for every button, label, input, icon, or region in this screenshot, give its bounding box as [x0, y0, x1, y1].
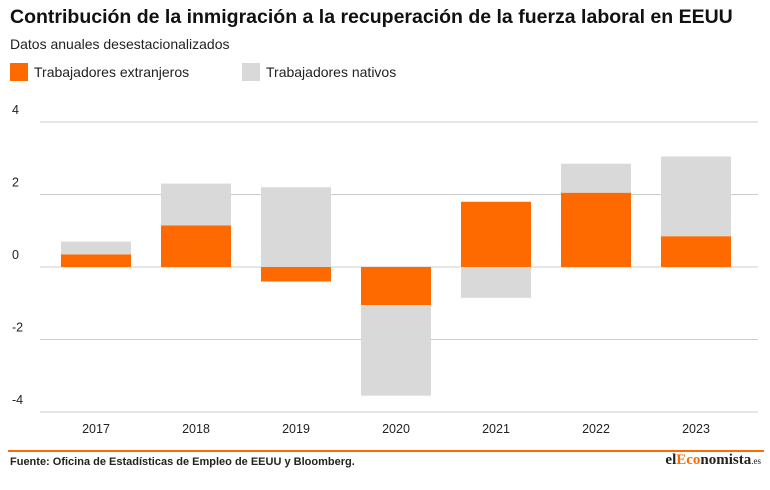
legend-swatch-foreign: [10, 63, 28, 81]
stacked-bar-chart: 4 2 0 -2 -4 2017 2018 2019 2020 2021 2022 2023: [12, 103, 758, 436]
bar-foreign-2022: [561, 192, 631, 267]
footer-divider: [8, 450, 764, 452]
x-tick-label: 2017: [82, 422, 110, 436]
bar-native-2017: [61, 241, 131, 255]
bar-foreign-2020: [361, 267, 431, 306]
bar-native-2020: [361, 305, 431, 396]
bar-foreign-2017: [61, 254, 131, 267]
bar-foreign-2019: [261, 267, 331, 282]
legend-label-foreign: Trabajadores extranjeros: [34, 64, 190, 80]
chart-subtitle: Datos anuales desestacionalizados: [10, 36, 230, 52]
source-note: Fuente: Oficina de Estadísticas de Emple…: [10, 456, 355, 468]
y-tick-label: -2: [12, 321, 23, 335]
x-tick-label: 2020: [382, 422, 410, 436]
legend-item-native: Trabajadores nativos: [242, 63, 396, 81]
y-tick-label: 4: [12, 103, 19, 117]
legend-item-foreign: Trabajadores extranjeros: [10, 63, 189, 81]
legend-swatch-native: [242, 63, 260, 81]
chart-title: Contribución de la inmigración a la recu…: [10, 6, 733, 28]
x-tick-label: 2022: [582, 422, 610, 436]
bar-native-2019: [261, 187, 331, 267]
bars: [61, 156, 731, 396]
y-axis-ticks: 4 2 0 -2 -4: [12, 103, 23, 407]
y-tick-label: 0: [12, 248, 19, 262]
bar-native-2018: [161, 183, 231, 226]
bar-foreign-2021: [461, 201, 531, 267]
x-tick-label: 2021: [482, 422, 510, 436]
y-tick-label: -4: [12, 393, 23, 407]
bar-foreign-2018: [161, 225, 231, 267]
bar-native-2022: [561, 163, 631, 193]
x-tick-label: 2023: [682, 422, 710, 436]
bar-native-2021: [461, 267, 531, 298]
brand-logo: elEconomista.es: [665, 452, 761, 468]
x-axis-labels: 2017 2018 2019 2020 2021 2022 2023: [82, 422, 710, 436]
x-tick-label: 2019: [282, 422, 310, 436]
bar-foreign-2023: [661, 236, 731, 267]
y-tick-label: 2: [12, 176, 19, 190]
legend: Trabajadores extranjeros Trabajadores na…: [10, 63, 430, 85]
x-tick-label: 2018: [182, 422, 210, 436]
legend-label-native: Trabajadores nativos: [266, 64, 397, 80]
bar-native-2023: [661, 156, 731, 237]
